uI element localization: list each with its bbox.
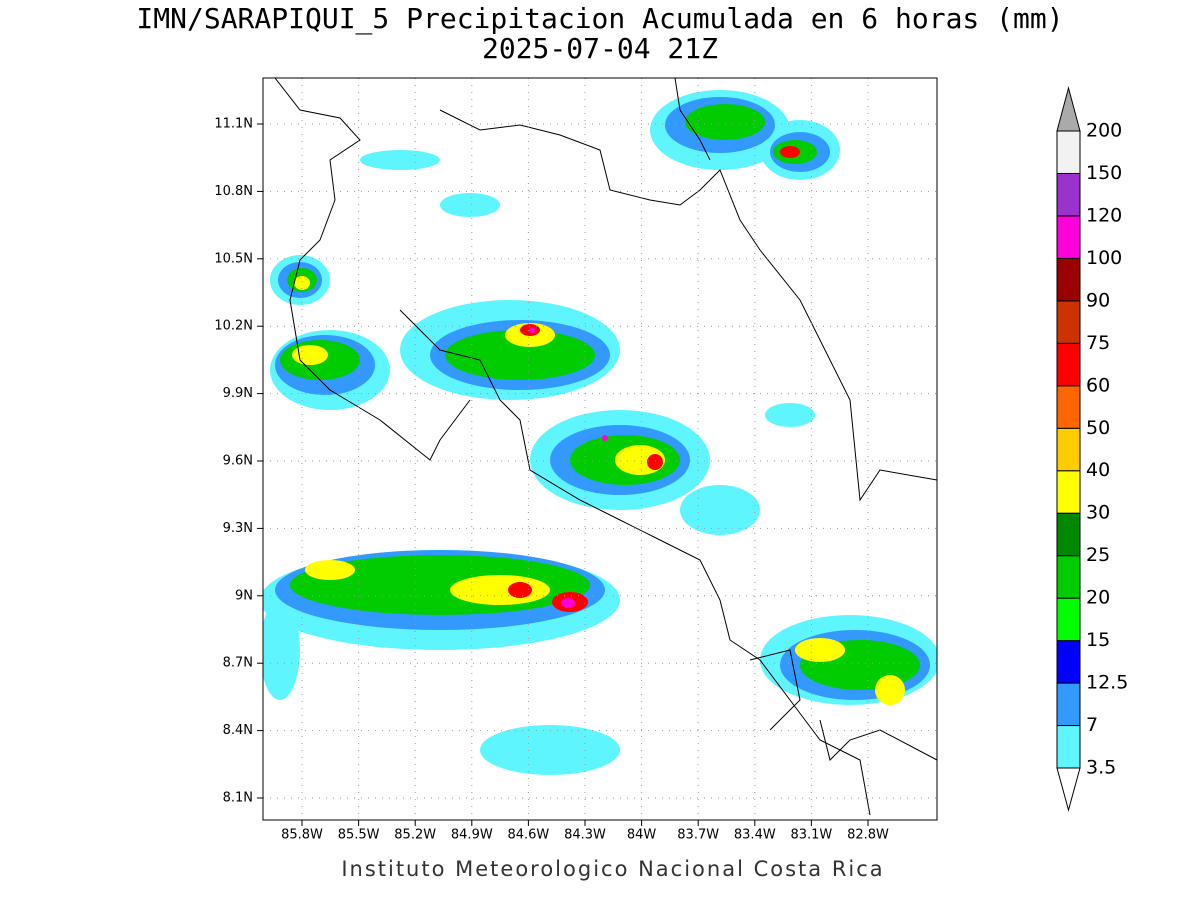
colorbar-label: 15 [1086, 629, 1110, 651]
footer: Instituto Meteorologico Nacional Costa R… [341, 857, 884, 881]
colorbar-box [1056, 725, 1081, 769]
lon-tick-label: 84.9W [451, 828, 493, 843]
colorbar-label: 12.5 [1086, 672, 1128, 694]
colorbar-box [1056, 470, 1081, 514]
colorbar-box [1056, 640, 1081, 684]
colorbar-box [1056, 597, 1081, 642]
lat-tick-label: 8.7N [223, 656, 253, 671]
colorbar-label: 100 [1086, 247, 1122, 269]
colorbar-label: 40 [1086, 459, 1110, 481]
colorbar-label: 120 [1086, 204, 1122, 226]
colorbar-label: 25 [1086, 544, 1110, 566]
graticule: 11.1N 10.8N 10.5N 10.2N 9.9N 9.6N 9.3N 9N 8.7N 8.… [214, 78, 937, 843]
lat-tick-label: 9.6N [223, 454, 253, 469]
lon-tick-label: 84W [627, 828, 657, 843]
lon-tick-label: 82.8W [847, 828, 889, 843]
colorbar: 3.5 7 12.5 15 20 25 30 40 50 60 75 90 100 120 150 200 [1056, 86, 1128, 812]
colorbar-box [1056, 172, 1081, 217]
lon-tick-label: 85.8W [281, 828, 323, 843]
lat-tick-label: 10.8N [214, 184, 253, 199]
colorbar-label: 3.5 [1086, 757, 1116, 779]
colorbar-box [1056, 427, 1081, 472]
lon-tick-label: 84.6W [507, 828, 549, 843]
lat-tick-label: 8.1N [223, 791, 253, 806]
colorbar-box [1056, 130, 1081, 174]
colorbar-box [1056, 300, 1081, 344]
lat-tick-label: 9.9N [223, 386, 253, 401]
colorbar-label: 20 [1086, 587, 1110, 609]
colorbar-box [1056, 385, 1081, 429]
colorbar-box [1056, 555, 1081, 599]
lat-tick-label: 10.2N [214, 319, 253, 334]
rain-magenta [529, 327, 608, 608]
colorbar-box [1056, 512, 1081, 557]
lat-tick-label: 10.5N [214, 251, 253, 266]
colorbar-box [1056, 215, 1081, 259]
coastline [274, 78, 937, 816]
lat-tick-label: 9N [235, 588, 253, 603]
colorbar-under [1056, 767, 1081, 812]
colorbar-box [1056, 682, 1081, 727]
colorbar-over [1056, 86, 1081, 132]
colorbar-label: 75 [1086, 332, 1110, 354]
lon-tick-label: 83.1W [790, 828, 832, 843]
lat-tick-label: 9.3N [223, 521, 253, 536]
map-frame [262, 77, 938, 821]
lat-tick-label: 8.4N [223, 723, 253, 738]
lat-tick-label: 11.1N [214, 117, 253, 132]
lon-tick-label: 85.2W [394, 828, 436, 843]
title: IMN/SARAPIQUI_5 Precipitacion Acumulada … [136, 2, 1063, 36]
colorbar-box [1056, 342, 1081, 387]
colorbar-label: 200 [1086, 120, 1122, 142]
colorbar-label: 7 [1086, 714, 1098, 736]
colorbar-label: 50 [1086, 417, 1110, 439]
colorbar-label: 30 [1086, 502, 1110, 524]
precip-field [263, 78, 937, 816]
lon-tick-label: 84.3W [564, 828, 606, 843]
lon-tick-label: 83.7W [677, 828, 719, 843]
lon-tick-label: 85.5W [338, 828, 380, 843]
subtitle: 2025-07-04 21Z [482, 32, 718, 65]
colorbar-box [1056, 257, 1081, 302]
lon-tick-label: 83.4W [734, 828, 776, 843]
colorbar-label: 90 [1086, 289, 1110, 311]
colorbar-label: 60 [1086, 374, 1110, 396]
colorbar-label: 150 [1086, 162, 1122, 184]
